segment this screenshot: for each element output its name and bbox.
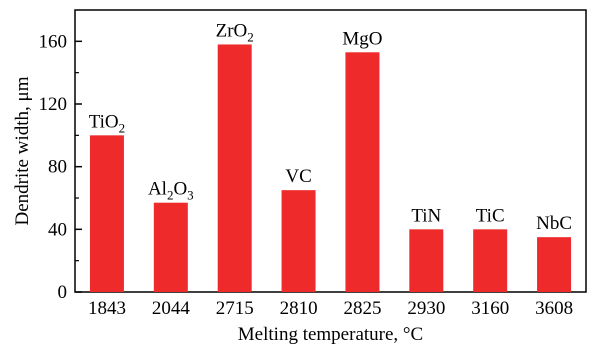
- bar-label: VC: [285, 166, 311, 187]
- bar-label: ZrO2: [216, 20, 254, 44]
- x-axis-title: Melting temperature, °C: [238, 324, 423, 345]
- bar: [281, 190, 316, 292]
- bar: [153, 202, 188, 292]
- x-tick-label: 2810: [280, 298, 318, 319]
- bar-label: TiC: [476, 205, 505, 226]
- plot-frame: [74, 9, 587, 293]
- y-tick-label: 120: [39, 94, 68, 115]
- bar: [217, 44, 252, 292]
- plot-border: [74, 9, 587, 293]
- bar-label: TiO2: [89, 111, 125, 135]
- y-tick-label: 40: [48, 219, 67, 240]
- bar: [473, 229, 508, 292]
- bar: [537, 237, 572, 292]
- x-tick-label: 3160: [471, 298, 509, 319]
- x-tick-label: 2044: [152, 298, 191, 319]
- bar: [89, 135, 124, 292]
- y-axis-title: Dendrite width, μm: [12, 76, 33, 225]
- x-tick-label: 2930: [407, 298, 445, 319]
- y-tick-label: 160: [39, 31, 68, 52]
- bar-label: MgO: [342, 28, 382, 49]
- x-tick-label: 1843: [88, 298, 126, 319]
- x-tick-label: 3608: [535, 298, 573, 319]
- x-tick-label: 2825: [343, 298, 381, 319]
- y-axis-ticks: 0 40 80 120 160: [39, 31, 82, 303]
- bar-label: Al2O3: [148, 179, 194, 203]
- y-tick-label: 80: [48, 157, 67, 178]
- x-tick-label: 2715: [216, 298, 254, 319]
- bar: [345, 52, 380, 292]
- bars: [89, 44, 572, 292]
- bar-labels: TiO2 Al2O3 ZrO2 VC MgO TiN TiC NbC: [89, 20, 572, 234]
- bar: [409, 229, 444, 292]
- y-tick-label: 0: [58, 282, 68, 303]
- bar-label: NbC: [536, 213, 572, 234]
- x-axis-ticks: 1843 2044 2715 2810 2825 2930 3160 3608: [88, 286, 573, 319]
- bar-label: TiN: [411, 205, 441, 226]
